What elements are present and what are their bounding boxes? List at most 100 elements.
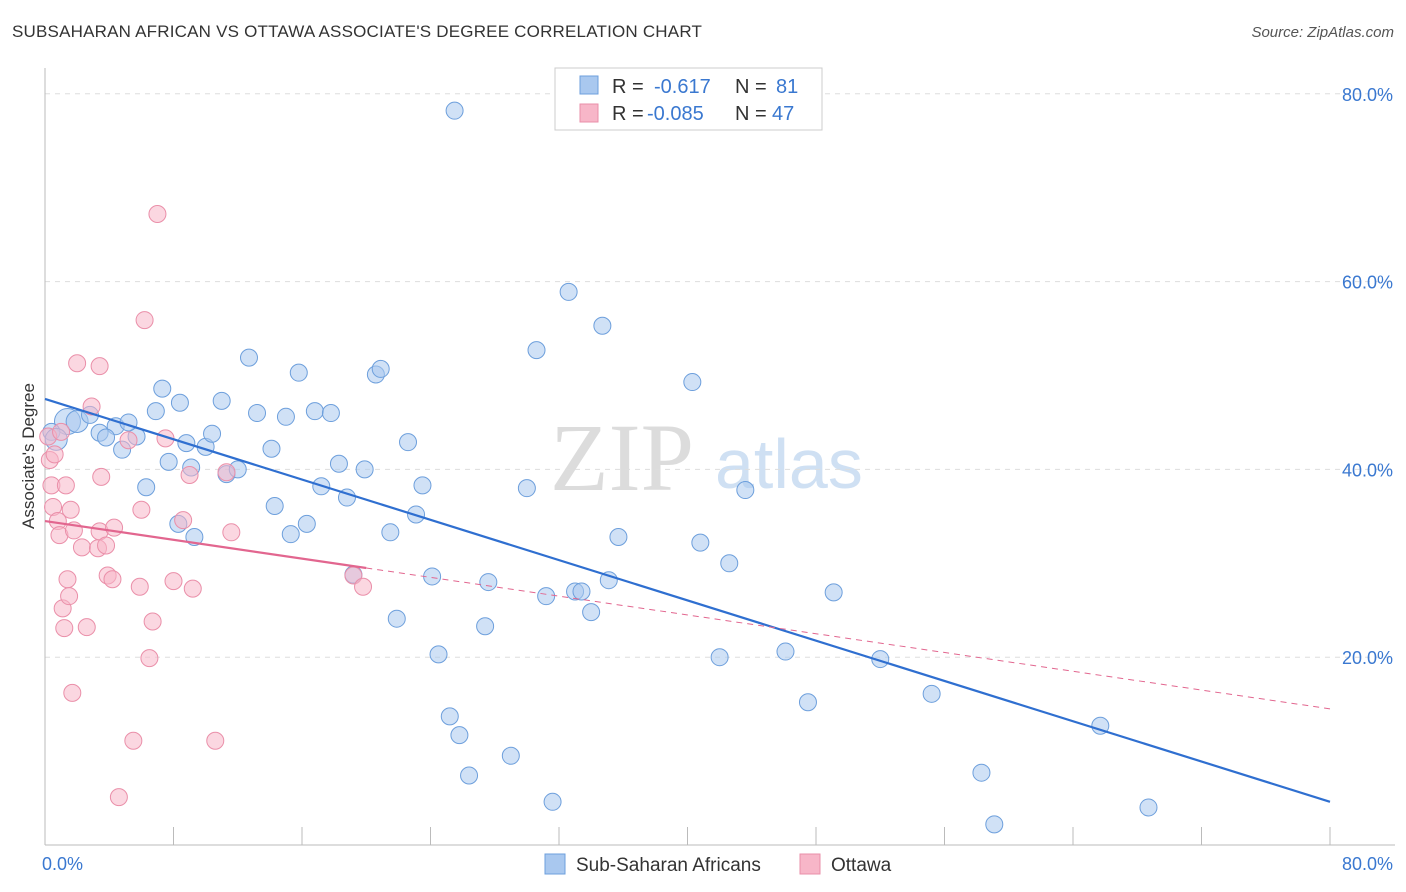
data-point-sub-saharan <box>450 726 469 745</box>
data-point-sub-saharan <box>265 497 284 516</box>
data-point-ottawa <box>77 618 96 637</box>
data-point-ottawa <box>72 538 91 557</box>
y-axis-label: Associate's Degree <box>19 383 38 529</box>
data-point-sub-saharan <box>170 393 189 412</box>
data-point-sub-saharan <box>371 359 390 378</box>
data-point-sub-saharan <box>239 348 258 367</box>
data-point-sub-saharan <box>720 554 739 573</box>
data-point-ottawa <box>148 204 167 223</box>
data-point-sub-saharan <box>572 582 591 601</box>
trendline-ottawa-2 <box>366 567 1331 710</box>
data-point-sub-saharan <box>159 452 178 471</box>
data-point-ottawa <box>109 788 128 807</box>
data-point-ottawa <box>135 311 154 330</box>
data-point-ottawa <box>140 649 159 668</box>
data-point-sub-saharan <box>582 603 601 622</box>
data-point-sub-saharan <box>593 316 612 335</box>
data-point-sub-saharan <box>203 424 222 443</box>
data-point-sub-saharan <box>212 391 231 410</box>
data-point-sub-saharan <box>985 815 1004 834</box>
data-point-sub-saharan <box>137 478 156 497</box>
data-point-ottawa <box>206 731 225 750</box>
trendline-ottawa-1 <box>44 519 367 570</box>
data-point-sub-saharan <box>691 533 710 552</box>
data-point-ottawa <box>132 500 151 519</box>
data-point-sub-saharan <box>399 433 418 452</box>
data-point-sub-saharan <box>559 282 578 301</box>
data-point-ottawa <box>68 354 87 373</box>
data-point-ottawa <box>164 572 183 591</box>
data-point-ottawa <box>222 523 241 542</box>
data-point-sub-saharan <box>476 617 495 636</box>
legend-r-value-1: -0.617 <box>654 76 711 98</box>
data-point-sub-saharan <box>381 523 400 542</box>
bottom-legend-swatch-blue <box>544 853 566 875</box>
legend-r-label-1: R = <box>612 76 644 98</box>
data-point-ottawa <box>61 500 80 519</box>
data-point-ottawa <box>105 518 124 537</box>
legend-r-label-2: R = <box>612 103 644 125</box>
watermark-zip: ZIP <box>550 404 694 511</box>
data-point-ottawa <box>217 463 236 482</box>
data-point-sub-saharan <box>537 587 556 606</box>
data-point-sub-saharan <box>517 479 536 498</box>
y-tick-label: 60.0% <box>1342 273 1393 293</box>
x-tick-label-max: 80.0% <box>1342 854 1393 874</box>
data-point-sub-saharan <box>355 460 374 479</box>
legend-swatch-pink <box>579 103 599 123</box>
data-point-ottawa <box>45 445 64 464</box>
data-point-sub-saharan <box>281 525 300 544</box>
data-point-sub-saharan <box>387 609 406 628</box>
data-point-sub-saharan <box>543 792 562 811</box>
data-point-sub-saharan <box>146 402 165 421</box>
legend-n-label-1: N = <box>735 76 767 98</box>
data-point-sub-saharan <box>97 428 116 447</box>
series-ottawa <box>39 204 373 807</box>
series-legend: Sub-Saharan Africans Ottawa <box>544 853 892 876</box>
data-point-ottawa <box>180 466 199 485</box>
data-point-sub-saharan <box>276 407 295 426</box>
data-point-ottawa <box>143 612 162 631</box>
bottom-legend-label-pink: Ottawa <box>831 855 892 876</box>
data-point-ottawa <box>52 422 71 441</box>
data-point-sub-saharan <box>321 404 340 423</box>
data-point-sub-saharan <box>776 642 795 661</box>
data-point-ottawa <box>97 536 116 555</box>
bottom-legend-swatch-pink <box>799 853 821 875</box>
data-point-ottawa <box>183 579 202 598</box>
data-point-sub-saharan <box>922 684 941 703</box>
data-point-ottawa <box>119 431 138 450</box>
data-point-ottawa <box>82 397 101 416</box>
tick-labels: 20.0% 40.0% 60.0% 80.0% 0.0% 80.0% <box>42 85 1393 874</box>
data-point-ottawa <box>63 683 82 702</box>
grid-lines <box>45 93 1395 658</box>
data-point-sub-saharan <box>1139 798 1158 817</box>
y-tick-label: 80.0% <box>1342 85 1393 105</box>
data-point-ottawa <box>56 476 75 495</box>
trendline-sub-saharan-0 <box>44 397 1331 803</box>
data-point-ottawa <box>103 570 122 589</box>
data-point-sub-saharan <box>429 645 448 664</box>
data-point-sub-saharan <box>413 476 432 495</box>
data-point-sub-saharan <box>440 707 459 726</box>
data-point-sub-saharan <box>289 363 308 382</box>
data-point-ottawa <box>92 467 111 486</box>
x-tick-label-min: 0.0% <box>42 854 83 874</box>
y-tick-label: 40.0% <box>1342 460 1393 480</box>
data-point-sub-saharan <box>972 763 991 782</box>
data-point-sub-saharan <box>609 528 628 546</box>
data-point-sub-saharan <box>683 373 702 392</box>
data-point-sub-saharan <box>305 402 324 421</box>
data-point-ottawa <box>354 577 373 596</box>
data-point-sub-saharan <box>248 404 267 423</box>
data-point-sub-saharan <box>262 439 281 458</box>
data-point-ottawa <box>55 619 74 638</box>
legend-n-value-2: 47 <box>772 103 794 125</box>
chart-title: SUBSAHARAN AFRICAN VS OTTAWA ASSOCIATE'S… <box>12 22 703 41</box>
data-point-ottawa <box>130 577 149 596</box>
data-point-sub-saharan <box>710 648 729 667</box>
data-point-ottawa <box>124 731 143 750</box>
correlation-legend: R = -0.617 N = 81 R = -0.085 N = 47 <box>554 67 823 131</box>
data-point-sub-saharan <box>329 454 348 473</box>
